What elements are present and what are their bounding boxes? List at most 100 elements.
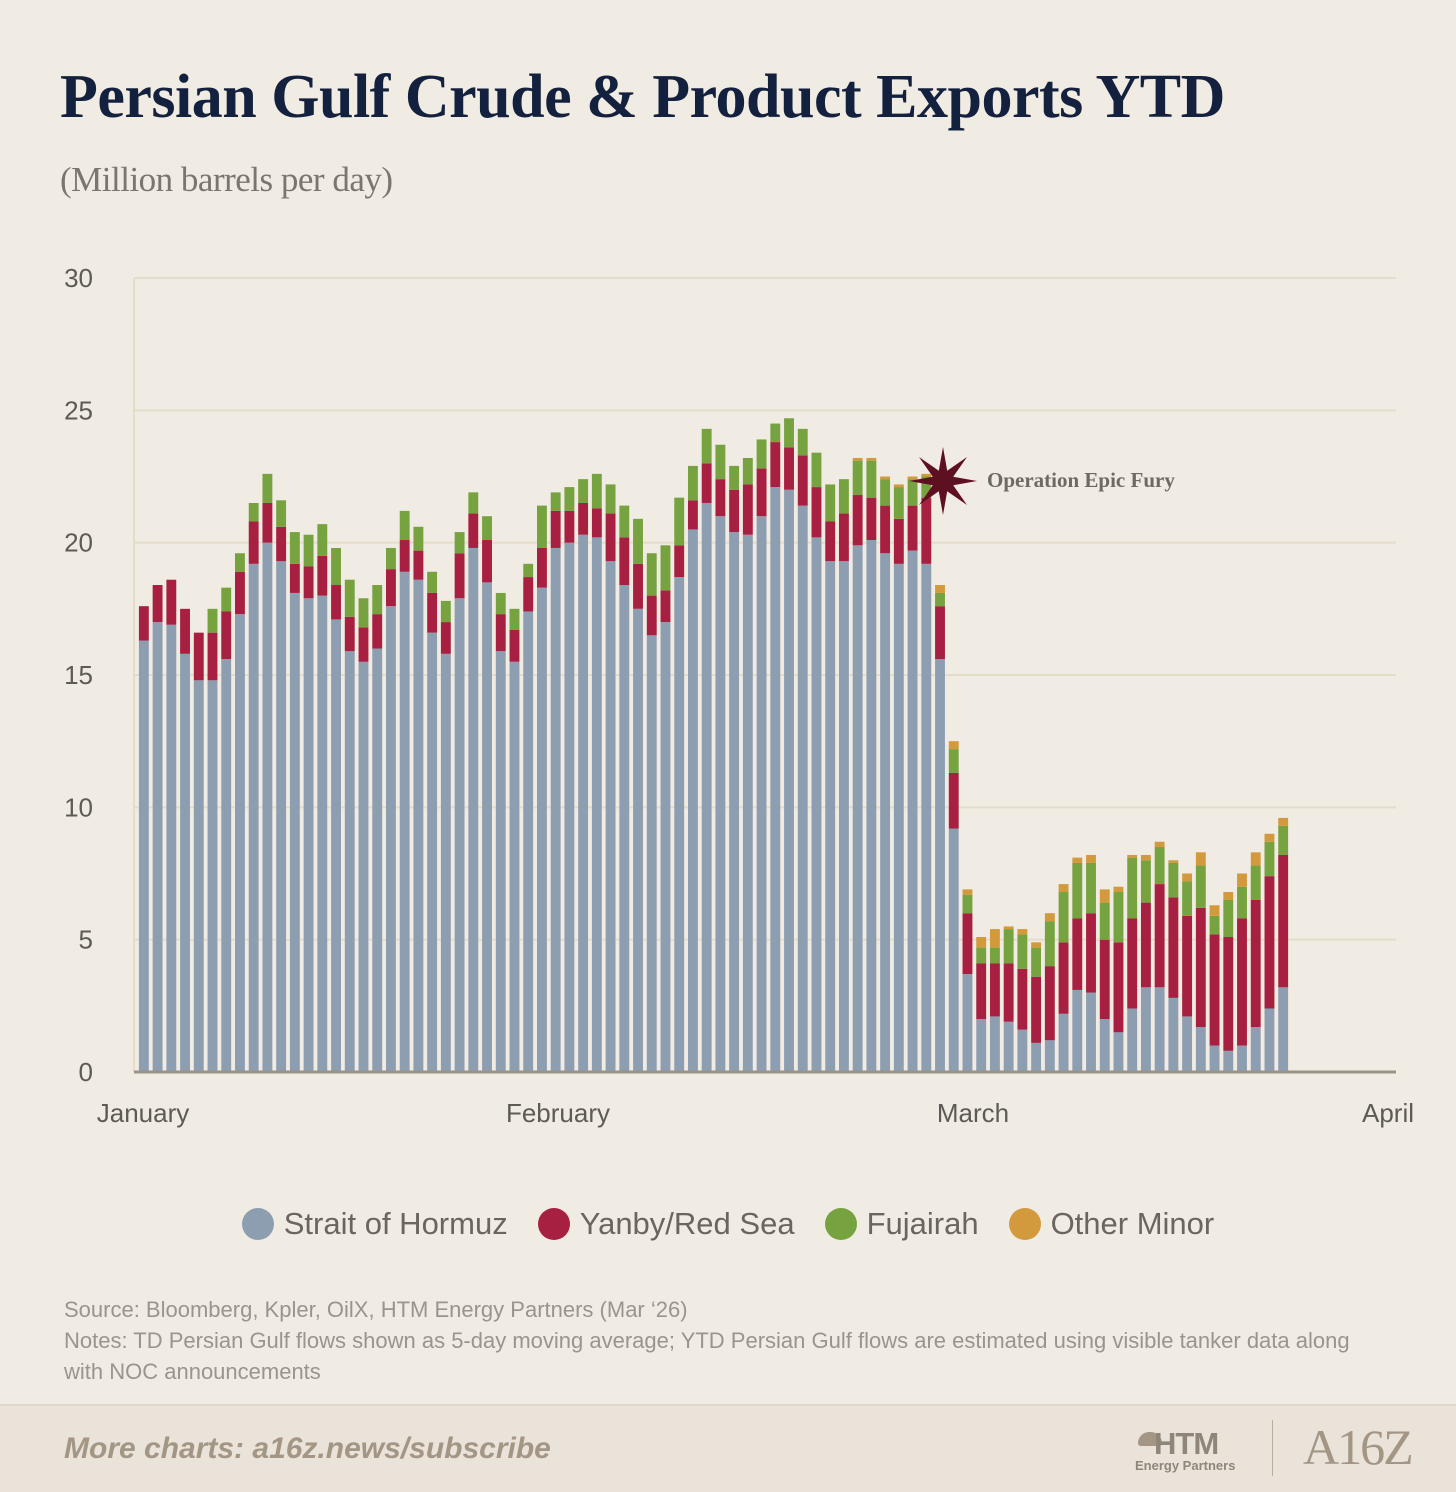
- bar-strait-of-hormuz-53: [866, 540, 877, 1072]
- bar-strait-of-hormuz-31: [564, 542, 575, 1072]
- bar-strait-of-hormuz-7: [235, 614, 245, 1072]
- bar-strait-of-hormuz-25: [482, 582, 492, 1072]
- bar-fujairah-22: [440, 600, 451, 623]
- legend-item-strait-of-hormuz: Strait of Hormuz: [241, 1206, 508, 1242]
- x-month-label-march: March: [937, 1098, 1009, 1128]
- bar-yanby-red-sea-4: [193, 632, 204, 681]
- bar-yanby-red-sea-68: [1072, 918, 1083, 990]
- bar-other-minor-64: [1017, 929, 1028, 935]
- bar-fujairah-42: [715, 444, 726, 480]
- bar-other-minor-65: [1031, 942, 1042, 948]
- bar-fujairah-12: [303, 534, 314, 567]
- bar-strait-of-hormuz-6: [221, 659, 232, 1072]
- bar-strait-of-hormuz-52: [852, 545, 863, 1072]
- bar-fujairah-68: [1072, 862, 1083, 919]
- bar-other-minor-63: [1003, 926, 1014, 930]
- bar-yanby-red-sea-65: [1031, 976, 1042, 1043]
- bar-fujairah-60: [962, 894, 973, 914]
- bar-strait-of-hormuz-44: [742, 534, 753, 1072]
- bar-yanby-red-sea-75: [1168, 897, 1179, 998]
- bar-yanby-red-sea-48: [797, 455, 808, 506]
- bar-yanby-red-sea-45: [756, 468, 767, 517]
- bar-strait-of-hormuz-80: [1237, 1045, 1247, 1072]
- bar-strait-of-hormuz-12: [303, 598, 314, 1072]
- bar-strait-of-hormuz-22: [440, 653, 451, 1072]
- bar-yanby-red-sea-8: [248, 521, 259, 564]
- bar-fujairah-36: [633, 518, 643, 564]
- bar-strait-of-hormuz-70: [1099, 1019, 1110, 1072]
- bar-other-minor-80: [1237, 873, 1247, 887]
- bar-fujairah-30: [550, 492, 561, 511]
- bar-strait-of-hormuz-29: [537, 587, 547, 1072]
- bar-strait-of-hormuz-39: [674, 577, 685, 1072]
- bar-fujairah-35: [619, 505, 630, 538]
- y-tick-label: 30: [64, 263, 93, 293]
- bar-strait-of-hormuz-45: [756, 516, 767, 1072]
- bar-yanby-red-sea-74: [1154, 884, 1165, 988]
- bar-fujairah-59: [948, 749, 959, 773]
- bar-yanby-red-sea-64: [1017, 968, 1028, 1030]
- bar-fujairah-67: [1058, 892, 1069, 943]
- bar-strait-of-hormuz-17: [372, 648, 383, 1072]
- bar-yanby-red-sea-47: [784, 447, 794, 490]
- bar-fujairah-72: [1127, 857, 1138, 919]
- bar-yanby-red-sea-13: [317, 555, 328, 596]
- bar-other-minor-70: [1099, 889, 1110, 903]
- bar-strait-of-hormuz-1: [152, 622, 163, 1072]
- bar-yanby-red-sea-12: [303, 566, 314, 599]
- bar-fujairah-51: [838, 479, 849, 514]
- bar-fujairah-83: [1278, 825, 1289, 855]
- bar-yanby-red-sea-34: [605, 513, 616, 562]
- bar-strait-of-hormuz-47: [784, 489, 794, 1073]
- bar-strait-of-hormuz-64: [1017, 1029, 1028, 1072]
- bar-yanby-red-sea-71: [1113, 942, 1124, 1033]
- bar-fujairah-37: [646, 553, 657, 596]
- bar-strait-of-hormuz-78: [1209, 1045, 1220, 1072]
- notes: Notes: TD Persian Gulf flows shown as 5-…: [64, 1328, 1350, 1384]
- bar-yanby-red-sea-40: [687, 500, 698, 530]
- bar-yanby-red-sea-57: [921, 497, 932, 564]
- bar-other-minor-55: [893, 484, 904, 488]
- bar-strait-of-hormuz-10: [276, 561, 287, 1072]
- bar-fujairah-49: [811, 452, 822, 488]
- bar-strait-of-hormuz-37: [646, 635, 657, 1072]
- bar-fujairah-15: [344, 579, 355, 617]
- htm-energy-partners-logo: HTM Energy Partners: [1134, 1420, 1246, 1478]
- legend-swatch-strait-of-hormuz: [241, 1208, 274, 1240]
- bar-yanby-red-sea-10: [276, 526, 287, 562]
- bar-yanby-red-sea-1: [152, 585, 163, 623]
- bar-fujairah-46: [770, 423, 781, 443]
- bar-fujairah-6: [221, 587, 232, 612]
- bar-other-minor-68: [1072, 857, 1083, 863]
- bar-yanby-red-sea-63: [1003, 963, 1014, 1022]
- bar-strait-of-hormuz-2: [166, 624, 177, 1072]
- bar-strait-of-hormuz-66: [1044, 1040, 1055, 1072]
- bar-strait-of-hormuz-14: [331, 619, 341, 1072]
- footer-divider: [1272, 1420, 1273, 1476]
- bar-strait-of-hormuz-73: [1140, 987, 1151, 1072]
- bar-strait-of-hormuz-82: [1264, 1008, 1275, 1072]
- bar-strait-of-hormuz-48: [797, 505, 808, 1072]
- bar-other-minor-76: [1182, 873, 1193, 882]
- bar-strait-of-hormuz-76: [1182, 1016, 1193, 1072]
- bar-other-minor-79: [1223, 892, 1234, 900]
- bar-fujairah-47: [784, 418, 794, 448]
- bar-strait-of-hormuz-63: [1003, 1021, 1014, 1072]
- bar-strait-of-hormuz-55: [893, 563, 904, 1072]
- bar-yanby-red-sea-33: [591, 508, 602, 538]
- subscribe-link[interactable]: More charts: a16z.news/subscribe: [64, 1432, 551, 1465]
- bar-strait-of-hormuz-36: [633, 608, 643, 1072]
- bar-yanby-red-sea-37: [646, 595, 657, 636]
- bar-fujairah-54: [880, 479, 891, 506]
- bar-fujairah-53: [866, 460, 877, 498]
- bar-strait-of-hormuz-23: [454, 598, 465, 1072]
- bar-fujairah-70: [1099, 902, 1110, 940]
- bar-strait-of-hormuz-56: [907, 550, 918, 1072]
- x-month-label-april: April: [1362, 1098, 1414, 1128]
- bar-other-minor-81: [1250, 852, 1261, 866]
- bar-fujairah-5: [207, 608, 218, 633]
- bar-fujairah-29: [537, 505, 547, 548]
- bar-strait-of-hormuz-16: [358, 661, 369, 1072]
- bar-yanby-red-sea-18: [386, 569, 396, 607]
- bar-other-minor-75: [1168, 860, 1179, 863]
